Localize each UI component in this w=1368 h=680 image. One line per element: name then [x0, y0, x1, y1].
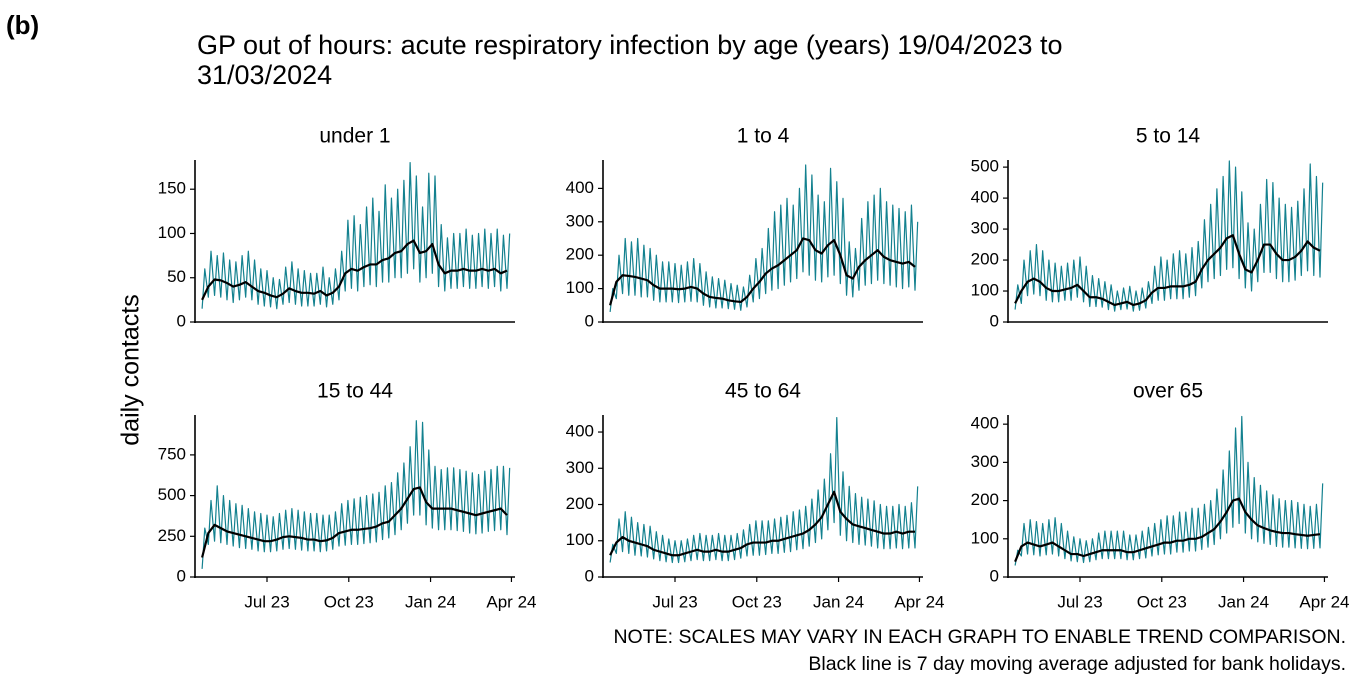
y-tick-label: 200 [566, 245, 594, 264]
y-tick-label: 100 [971, 281, 999, 300]
series-line [609, 237, 916, 306]
series-line [1014, 497, 1321, 563]
chart-title: GP out of hours: acute respiratory infec… [197, 30, 1063, 90]
series-line [609, 416, 919, 564]
series-line [609, 164, 919, 313]
panel-title: 1 to 4 [737, 125, 790, 148]
y-tick-label: 400 [971, 414, 999, 433]
y-tick-label: 200 [971, 250, 999, 269]
panel-label: (b) [6, 10, 40, 40]
x-tick-label: Jul 23 [652, 592, 697, 611]
y-tick-label: 300 [566, 211, 594, 230]
x-tick-label: Jan 24 [813, 592, 864, 611]
y-tick-label: 100 [158, 223, 186, 242]
y-tick-label: 0 [990, 566, 999, 585]
x-tick-label: Jan 24 [405, 592, 456, 611]
y-tick-label: 400 [566, 422, 594, 441]
x-tick-label: Oct 23 [324, 592, 374, 611]
y-tick-label: 300 [971, 452, 999, 471]
y-tick-label: 250 [158, 526, 186, 545]
y-tick-label: 0 [990, 311, 999, 330]
series-line [609, 490, 915, 557]
y-tick-label: 100 [566, 278, 594, 297]
panel-title: 45 to 64 [725, 380, 801, 403]
x-tick-label: Jul 23 [244, 592, 289, 611]
panel-title: 5 to 14 [1136, 125, 1201, 148]
y-tick-label: 500 [971, 157, 999, 176]
x-tick-label: Apr 24 [486, 592, 536, 611]
x-tick-label: Jan 24 [1218, 592, 1269, 611]
y-axis-label: daily contacts [117, 294, 145, 445]
y-tick-label: 50 [167, 267, 186, 286]
y-tick-label: 0 [177, 311, 186, 330]
y-tick-label: 500 [158, 485, 186, 504]
x-tick-label: Jul 23 [1057, 592, 1102, 611]
y-tick-label: 200 [971, 490, 999, 509]
series-line [201, 162, 511, 310]
y-tick-label: 0 [177, 566, 186, 585]
x-tick-label: Apr 24 [1299, 592, 1349, 611]
panel-title: under 1 [319, 125, 390, 148]
y-tick-label: 150 [158, 179, 186, 198]
series-line [201, 420, 511, 569]
y-tick-label: 300 [566, 458, 594, 477]
x-tick-label: Oct 23 [1137, 592, 1187, 611]
y-tick-label: 0 [585, 311, 594, 330]
y-tick-label: 0 [585, 566, 594, 585]
y-tick-label: 400 [971, 188, 999, 207]
y-tick-label: 300 [971, 219, 999, 238]
series-line [1014, 415, 1324, 566]
series-line [1014, 234, 1321, 307]
y-tick-label: 400 [566, 178, 594, 197]
panel-title: 15 to 44 [317, 380, 393, 403]
y-tick-label: 200 [566, 494, 594, 513]
series-line [201, 486, 508, 558]
note: Black line is 7 day moving average adjus… [808, 653, 1346, 675]
y-tick-label: 100 [566, 530, 594, 549]
y-tick-label: 100 [971, 528, 999, 547]
y-tick-label: 750 [158, 444, 186, 463]
note: NOTE: SCALES MAY VARY IN EACH GRAPH TO E… [613, 626, 1346, 648]
x-tick-label: Oct 23 [732, 592, 782, 611]
series-line [201, 239, 508, 301]
x-tick-label: Apr 24 [894, 592, 944, 611]
panel-title: over 65 [1133, 380, 1203, 403]
series-line [1014, 160, 1324, 312]
